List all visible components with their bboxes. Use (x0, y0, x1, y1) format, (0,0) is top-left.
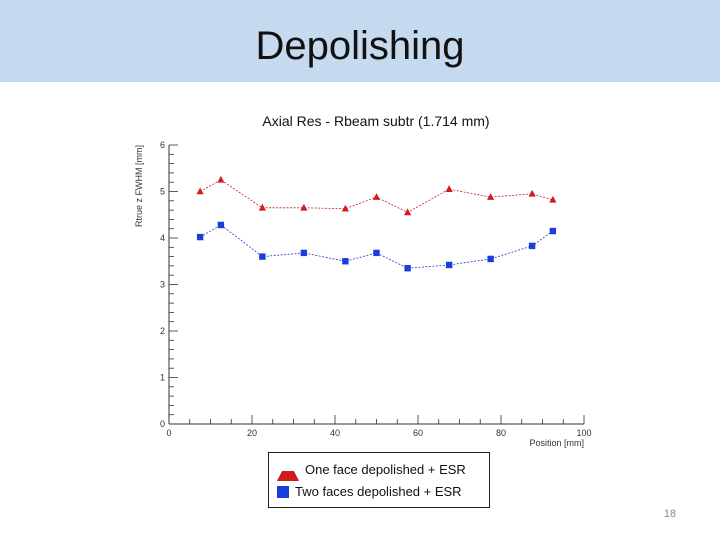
title-bar (0, 0, 720, 82)
data-point-square (259, 253, 266, 260)
data-point-square (196, 233, 204, 241)
data-point-triangle (404, 208, 412, 216)
data-point-triangle (372, 193, 381, 200)
y-tick-label: 2 (160, 326, 165, 336)
legend: One face depolished + ESR Two faces depo… (268, 452, 490, 508)
triangle-marker-icon (277, 459, 299, 481)
data-point-square (300, 249, 308, 257)
data-point-triangle (445, 185, 453, 192)
data-point-triangle (196, 187, 204, 195)
data-point-triangle (341, 204, 349, 212)
data-point-square (342, 258, 349, 265)
data-point-square (217, 221, 225, 229)
data-point-triangle (549, 195, 557, 203)
data-point-square (549, 227, 557, 235)
page-number: 18 (663, 508, 677, 520)
x-tick-label: 20 (247, 428, 257, 438)
y-tick-label: 4 (160, 233, 165, 243)
data-point-square (373, 249, 380, 257)
square-marker-icon (277, 486, 289, 498)
data-point-triangle (300, 203, 308, 211)
y-tick-label: 5 (160, 187, 165, 197)
data-point-square (528, 242, 536, 250)
x-tick-label: 100 (576, 428, 591, 438)
y-tick-label: 3 (160, 280, 165, 290)
x-axis-label: Position [mm] (529, 438, 584, 448)
data-point-square (445, 261, 453, 269)
chart-title: Axial Res - Rbeam subtr (1.714 mm) (262, 113, 489, 129)
data-point-triangle (487, 193, 495, 200)
data-point-triangle (217, 175, 225, 183)
data-point-square (487, 255, 494, 263)
data-point-square (404, 265, 411, 272)
slide-title: Depolishing (255, 24, 465, 68)
data-point-triangle (258, 203, 266, 211)
legend-label-two-faces: Two faces depolished + ESR (295, 484, 462, 499)
legend-item-one-face: One face depolished + ESR (277, 459, 466, 481)
x-tick-label: 60 (413, 428, 423, 438)
x-tick-label: 40 (330, 428, 340, 438)
y-axis-label: Rtrue z FWHM [mm] (134, 145, 144, 227)
x-tick-label: 0 (166, 428, 171, 438)
series-line-1 (199, 224, 554, 269)
y-tick-label: 6 (160, 140, 165, 150)
legend-item-two-faces: Two faces depolished + ESR (277, 483, 462, 501)
y-tick-label: 1 (160, 373, 165, 383)
x-tick-label: 80 (496, 428, 506, 438)
data-point-triangle (528, 189, 536, 197)
legend-label-one-face: One face depolished + ESR (305, 462, 466, 477)
y-tick-label: 0 (160, 419, 165, 429)
